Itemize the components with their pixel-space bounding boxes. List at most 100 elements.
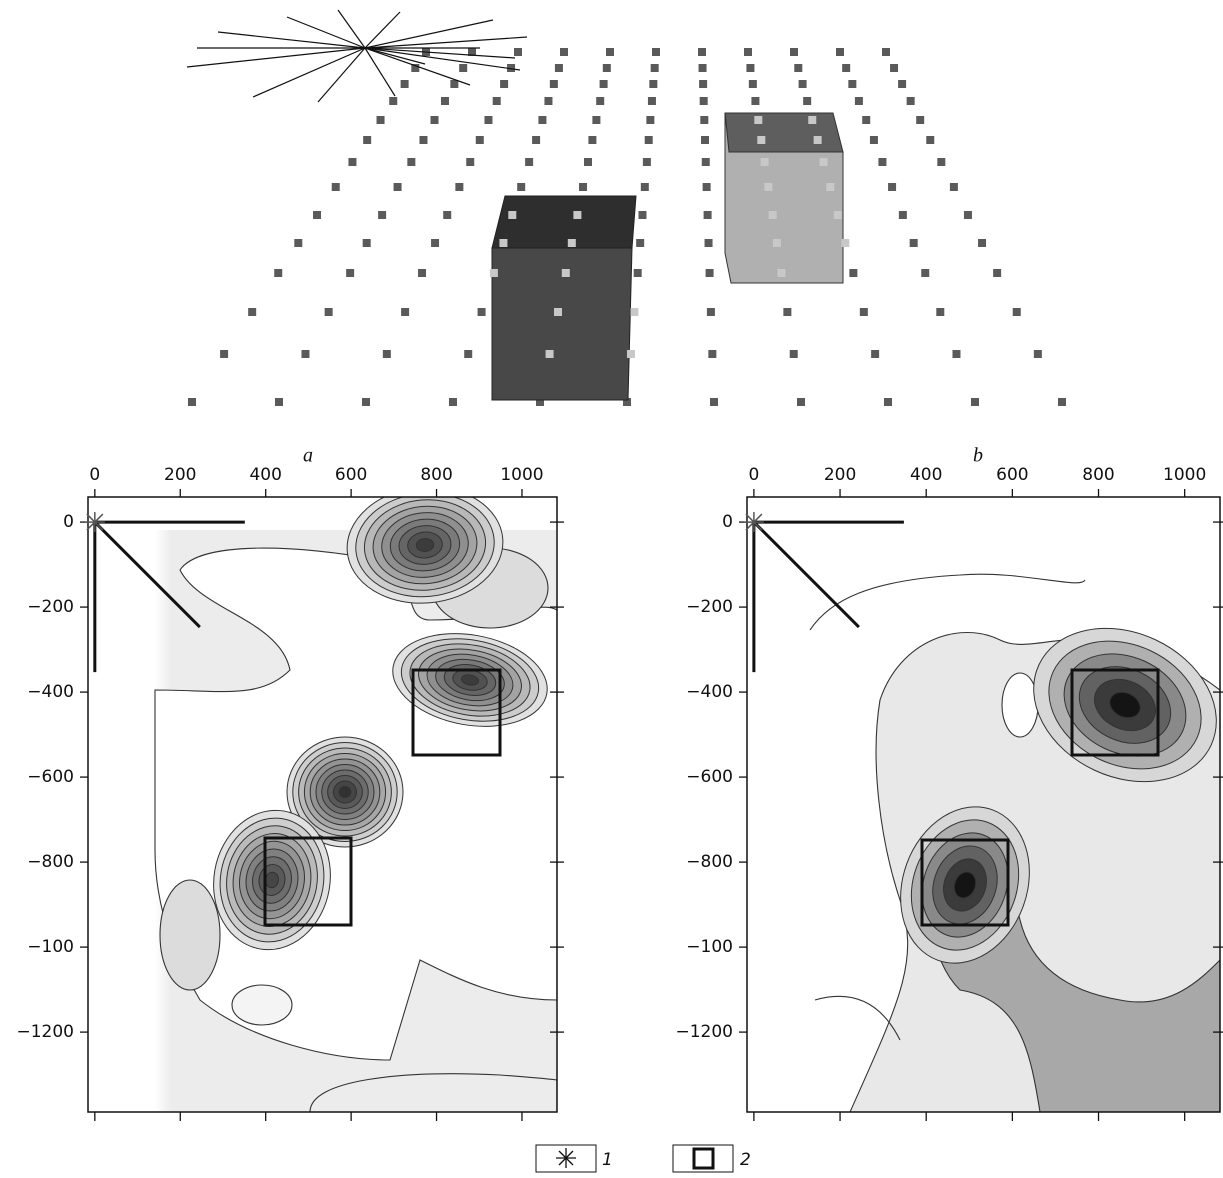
receiver: [562, 269, 570, 277]
receiver: [560, 48, 568, 56]
receiver: [596, 97, 604, 105]
receiver: [525, 158, 533, 166]
receiver: [704, 211, 712, 219]
x-tick-label: 200: [164, 465, 196, 485]
receiver: [700, 116, 708, 124]
receiver: [849, 269, 857, 277]
receiver: [188, 398, 196, 406]
receiver: [419, 136, 427, 144]
receiver: [389, 97, 397, 105]
receiver: [1034, 350, 1042, 358]
receiver: [443, 211, 451, 219]
receiver: [862, 116, 870, 124]
y-tick-label: −400: [686, 682, 733, 702]
y-tick-label: −800: [27, 852, 74, 872]
receiver: [761, 158, 769, 166]
receiver: [993, 269, 1001, 277]
receiver: [634, 269, 642, 277]
receiver: [705, 239, 713, 247]
y-tick-label: 0: [63, 512, 74, 532]
receiver: [431, 116, 439, 124]
receiver: [978, 239, 986, 247]
receiver: [407, 158, 415, 166]
receiver: [476, 136, 484, 144]
receiver: [783, 308, 791, 316]
receiver: [651, 64, 659, 72]
receiver: [641, 183, 649, 191]
y-tick-label: −800: [686, 852, 733, 872]
receiver: [363, 136, 371, 144]
receiver: [401, 308, 409, 316]
receiver: [466, 158, 474, 166]
receiver: [703, 183, 711, 191]
receiver: [826, 183, 834, 191]
receiver: [884, 398, 892, 406]
panel-label: a: [303, 445, 313, 467]
receiver: [554, 308, 562, 316]
receiver: [746, 64, 754, 72]
receiver: [1058, 398, 1066, 406]
receiver: [803, 97, 811, 105]
receiver: [870, 136, 878, 144]
receiver: [514, 48, 522, 56]
x-tick-label: 0: [748, 465, 759, 485]
receiver: [248, 308, 256, 316]
receiver: [794, 64, 802, 72]
x-tick-label: 800: [420, 465, 452, 485]
receiver: [646, 116, 654, 124]
receiver: [627, 350, 635, 358]
receiver: [431, 239, 439, 247]
receiver: [294, 239, 302, 247]
receiver: [808, 116, 816, 124]
receiver: [362, 398, 370, 406]
y-tick-label: −600: [27, 767, 74, 787]
receiver: [493, 97, 501, 105]
receiver: [855, 97, 863, 105]
receiver: [638, 211, 646, 219]
receiver: [773, 239, 781, 247]
receiver: [899, 211, 907, 219]
ray: [187, 48, 365, 67]
receiver: [652, 48, 660, 56]
receiver: [517, 183, 525, 191]
receiver: [790, 350, 798, 358]
receiver: [363, 239, 371, 247]
ray: [365, 48, 520, 70]
x-tick-label: 0: [89, 465, 100, 485]
receiver: [888, 183, 896, 191]
receiver: [797, 398, 805, 406]
receiver: [378, 211, 386, 219]
receiver: [584, 158, 592, 166]
receiver: [645, 136, 653, 144]
receiver: [744, 48, 752, 56]
receiver: [220, 350, 228, 358]
receiver: [764, 183, 772, 191]
y-tick-label: −100: [27, 937, 74, 957]
ray: [253, 48, 365, 97]
ray: [218, 32, 365, 48]
receiver: [274, 269, 282, 277]
receiver: [325, 308, 333, 316]
box-top: [725, 113, 843, 152]
receiver: [699, 80, 707, 88]
receiver: [751, 97, 759, 105]
receiver: [499, 239, 507, 247]
receiver: [936, 308, 944, 316]
receiver: [332, 183, 340, 191]
receiver: [500, 80, 508, 88]
receiver: [910, 239, 918, 247]
source-rays: [187, 10, 527, 102]
receiver: [754, 116, 762, 124]
receiver: [799, 80, 807, 88]
receiver: [777, 269, 785, 277]
receiver: [790, 48, 798, 56]
receiver: [449, 398, 457, 406]
receiver: [603, 64, 611, 72]
receiver: [630, 308, 638, 316]
receiver: [848, 80, 856, 88]
receiver: [699, 64, 707, 72]
receiver: [313, 211, 321, 219]
receiver: [550, 80, 558, 88]
receiver: [820, 158, 828, 166]
receiver: [749, 80, 757, 88]
